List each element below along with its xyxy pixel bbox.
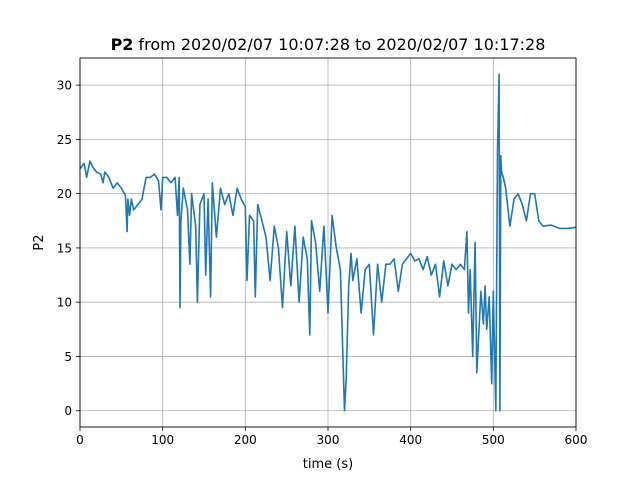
x-tick-label: 300	[317, 433, 340, 447]
chart-title: P2 from 2020/02/07 10:07:28 to 2020/02/0…	[111, 35, 546, 54]
y-axis: 0 5 10 15 20 25 30	[57, 79, 80, 418]
chart-title-bold: P2	[111, 35, 134, 54]
x-tick-label: 500	[482, 433, 505, 447]
x-tick-label: 600	[565, 433, 588, 447]
y-tick-label: 20	[57, 187, 72, 201]
y-tick-label: 5	[64, 350, 72, 364]
y-tick-label: 15	[57, 241, 72, 255]
x-tick-label: 0	[76, 433, 84, 447]
y-tick-label: 10	[57, 296, 72, 310]
x-axis-label: time (s)	[303, 457, 353, 472]
y-tick-label: 30	[57, 79, 72, 93]
x-tick-label: 400	[399, 433, 422, 447]
x-axis: 0 100 200 300 400 500 600	[76, 427, 587, 447]
x-tick-label: 200	[234, 433, 257, 447]
y-tick-label: 25	[57, 133, 72, 147]
series-line	[79, 73, 577, 412]
chart-title-rest: from 2020/02/07 10:07:28 to 2020/02/07 1…	[133, 35, 545, 54]
series-group	[79, 73, 577, 412]
y-axis-label: P2	[32, 234, 47, 250]
x-tick-label: 100	[151, 433, 174, 447]
y-tick-label: 0	[64, 404, 72, 418]
